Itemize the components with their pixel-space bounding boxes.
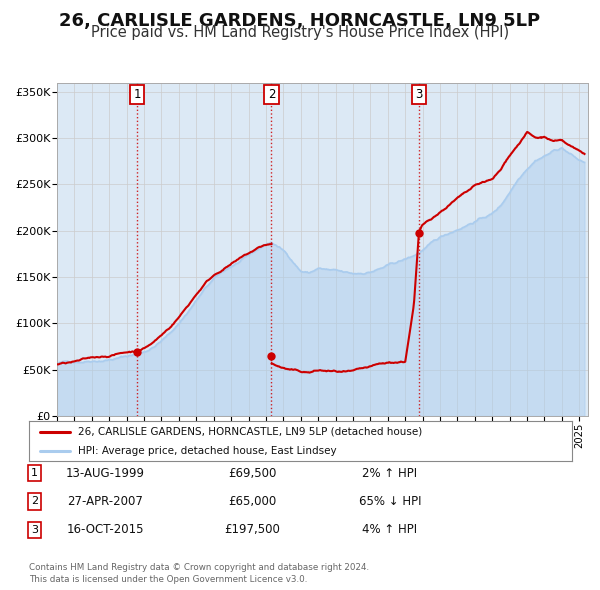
- Text: £197,500: £197,500: [224, 523, 280, 536]
- Text: 65% ↓ HPI: 65% ↓ HPI: [359, 495, 421, 508]
- Text: 16-OCT-2015: 16-OCT-2015: [66, 523, 144, 536]
- Text: 13-AUG-1999: 13-AUG-1999: [65, 467, 145, 480]
- Text: 27-APR-2007: 27-APR-2007: [67, 495, 143, 508]
- Text: 26, CARLISLE GARDENS, HORNCASTLE, LN9 5LP: 26, CARLISLE GARDENS, HORNCASTLE, LN9 5L…: [59, 12, 541, 30]
- Text: 1: 1: [31, 468, 38, 478]
- Text: 1: 1: [134, 88, 141, 101]
- Text: HPI: Average price, detached house, East Lindsey: HPI: Average price, detached house, East…: [77, 446, 336, 456]
- Text: £65,000: £65,000: [228, 495, 276, 508]
- Text: 2% ↑ HPI: 2% ↑ HPI: [362, 467, 418, 480]
- Text: £69,500: £69,500: [228, 467, 276, 480]
- Text: Contains HM Land Registry data © Crown copyright and database right 2024.
This d: Contains HM Land Registry data © Crown c…: [29, 563, 369, 584]
- Text: 3: 3: [415, 88, 422, 101]
- Text: 26, CARLISLE GARDENS, HORNCASTLE, LN9 5LP (detached house): 26, CARLISLE GARDENS, HORNCASTLE, LN9 5L…: [77, 427, 422, 437]
- Text: 2: 2: [31, 497, 38, 506]
- Text: 3: 3: [31, 525, 38, 535]
- Text: Price paid vs. HM Land Registry's House Price Index (HPI): Price paid vs. HM Land Registry's House …: [91, 25, 509, 40]
- Text: 2: 2: [268, 88, 275, 101]
- Text: 4% ↑ HPI: 4% ↑ HPI: [362, 523, 418, 536]
